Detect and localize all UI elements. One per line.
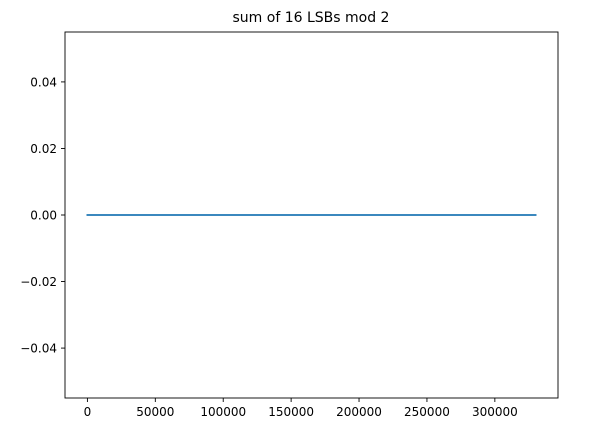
x-tick-label: 200000 <box>336 405 382 419</box>
x-axis-ticks: 0 50000 100000 150000 200000 250000 300000 <box>84 398 518 419</box>
y-tick-label: 0.02 <box>30 142 57 156</box>
x-tick-label: 300000 <box>472 405 518 419</box>
y-axis-ticks: 0.04 0.02 0.00 −0.02 −0.04 <box>20 75 65 356</box>
x-tick-label: 50000 <box>136 405 174 419</box>
x-tick-label: 250000 <box>404 405 450 419</box>
y-tick-label: −0.02 <box>20 275 57 289</box>
y-tick-label: −0.04 <box>20 342 57 356</box>
y-tick-label: 0.04 <box>30 75 57 89</box>
x-tick-label: 0 <box>84 405 92 419</box>
plot-area-frame <box>64 31 559 399</box>
y-tick-label: 0.00 <box>30 209 57 223</box>
x-tick-label: 150000 <box>268 405 314 419</box>
x-tick-label: 100000 <box>200 405 246 419</box>
chart-title: sum of 16 LSBs mod 2 <box>233 10 390 26</box>
